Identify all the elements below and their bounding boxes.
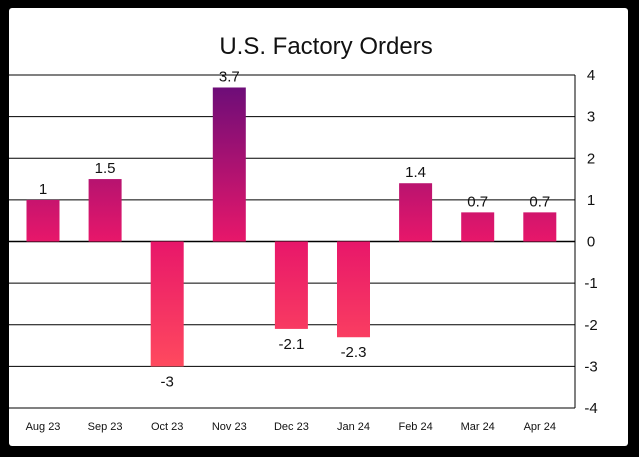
x-tick-label: Mar 24 (461, 421, 495, 433)
x-axis-labels: Aug 23 Sep 23 Oct 23 Nov 23 Dec 23 Jan 24 Feb … (26, 421, 556, 433)
x-tick-label: Feb 24 (398, 421, 432, 433)
bar (274, 241, 308, 329)
y-tick-label: 0 (587, 234, 595, 251)
bar (88, 179, 122, 242)
bar-value-label: 1.5 (95, 160, 116, 177)
factory-orders-chart: U.S. Factory Orders 1 1.5 -3 3.7 -2.1 -2.3 1.4… (9, 33, 598, 433)
x-tick-label: Oct 23 (151, 421, 183, 433)
y-tick-label: -3 (584, 358, 597, 375)
value-labels: 1 1.5 -3 3.7 -2.1 -2.3 1.4 0.7 0.7 (39, 68, 550, 390)
bar (212, 87, 246, 242)
bar-value-label: -3 (161, 373, 174, 390)
x-tick-label: Apr 24 (524, 421, 556, 433)
y-tick-label: -1 (584, 275, 597, 292)
x-tick-label: Aug 23 (26, 421, 61, 433)
bar (399, 183, 433, 242)
bar (26, 199, 60, 242)
y-tick-label: -2 (584, 317, 597, 334)
chart-title: U.S. Factory Orders (219, 33, 432, 60)
y-axis-ticks: 4 3 2 1 0 -1 -2 -3 -4 (584, 67, 597, 417)
bars (26, 87, 557, 367)
x-tick-label: Nov 23 (212, 421, 247, 433)
x-tick-label: Sep 23 (88, 421, 123, 433)
y-tick-label: -4 (584, 400, 597, 417)
chart-panel: U.S. Factory Orders 1 1.5 -3 3.7 -2.1 -2.3 1.4… (9, 8, 628, 446)
bar-value-label: 1.4 (405, 164, 426, 181)
y-tick-label: 4 (587, 67, 595, 84)
bar-value-label: -2.3 (341, 344, 367, 361)
x-tick-label: Dec 23 (274, 421, 309, 433)
y-tick-label: 2 (587, 150, 595, 167)
bar (337, 241, 370, 338)
bar (150, 241, 184, 367)
bar-value-label: 1 (39, 181, 47, 198)
y-tick-label: 3 (587, 109, 595, 126)
bar-value-label: -2.1 (278, 336, 304, 353)
bar-value-label: 3.7 (219, 68, 240, 85)
bar (461, 212, 495, 242)
y-tick-label: 1 (587, 192, 595, 209)
bar (523, 212, 557, 242)
bar-value-label: 0.7 (529, 193, 550, 210)
bar-value-label: 0.7 (467, 193, 488, 210)
x-tick-label: Jan 24 (337, 421, 370, 433)
